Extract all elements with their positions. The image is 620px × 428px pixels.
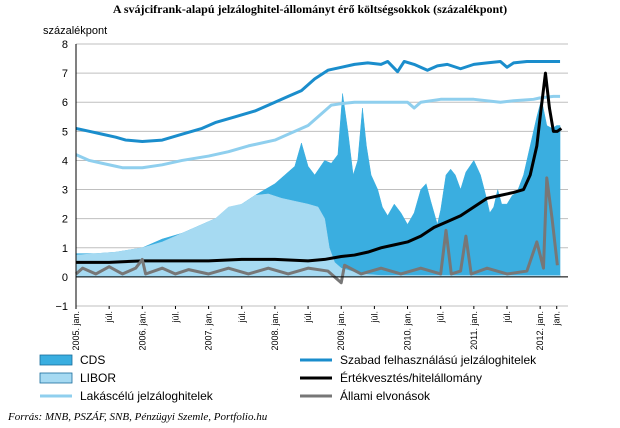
y-tick-label: 7 [62,68,68,80]
y-tick-label: 8 [62,39,68,51]
legend-item-szabad-felhasznalasu-jelzaloghitelek: Szabad felhasználású jelzáloghitelek [300,353,537,367]
legend-item-allami-elvonasok: Állami elvonások [300,388,431,403]
x-tick-label: júl. [436,311,446,324]
legend-label: Lakáscélú jelzáloghitelek [80,389,214,403]
y-tick-label: −1 [55,301,68,313]
line-lakascelu-jelzaloghitelek [75,94,561,170]
area-series [75,93,561,278]
y-tick-label: 0 [62,272,68,284]
chart-title: A svájcifrank-alapú jelzáloghitel-állomá… [113,2,507,16]
x-tick-label: 2009. jan. [336,311,346,351]
x-tick-label: 2011. jan. [469,311,479,350]
y-tick-label: 6 [62,97,68,109]
legend-label: CDS [80,353,105,367]
legend-item-libor: LIBOR [39,371,116,385]
y-tick-label: 2 [62,214,68,226]
y-axis-unit-label: százalékpont [43,25,107,37]
x-tick-label: 2012. jan. [535,311,545,351]
line-allami-elvonasok [75,176,559,285]
x-tick-label: 2005. jan. [71,311,81,351]
x-tick-label: júl. [502,311,512,324]
legend-item-cds: CDS [39,353,105,367]
legend-label: LIBOR [80,371,116,385]
line-szabad-felhasznalasu-jelzaloghitelek [75,59,561,144]
x-tick-label: 2008. jan. [270,311,280,351]
x-tick-label: júl. [369,311,379,324]
line-series [75,59,563,285]
y-tick-label: 3 [62,185,68,197]
legend-label: Állami elvonások [340,388,431,403]
legend-swatch [39,372,73,384]
x-tick-label: jan. [552,311,562,327]
line-ertekvesztes-hitelallomany [76,71,563,264]
x-tick-label: júl. [170,311,180,324]
x-tick-label: 2007. jan. [204,311,214,351]
legend-label: Szabad felhasználású jelzáloghitelek [340,353,537,367]
y-tick-label: 5 [62,126,68,138]
x-tick-label: 2006. jan. [137,311,147,351]
legend-swatch [39,354,73,366]
legend-item-ertekvesztes-hitelallomany: Értékvesztés/hitelállomány [300,370,482,385]
y-tick-label: 1 [62,243,68,255]
x-tick-label: 2010. jan. [403,311,413,351]
legend-item-lakascelu-jelzaloghitelek: Lakáscélú jelzáloghitelek [40,389,214,403]
x-tick-label: júl. [237,311,247,324]
x-tick-label: júl. [303,311,313,324]
y-tick-label: 4 [62,155,68,167]
area-libor [75,193,561,278]
source-note: Forrás: MNB, PSZÁF, SNB, Pénzügyi Szemle… [7,411,268,423]
legend: CDS LIBOR Lakáscélú jelzáloghitelek Szabad … [39,353,537,403]
x-tick-label: júl. [104,311,114,324]
legend-label: Értékvesztés/hitelállomány [340,370,482,385]
